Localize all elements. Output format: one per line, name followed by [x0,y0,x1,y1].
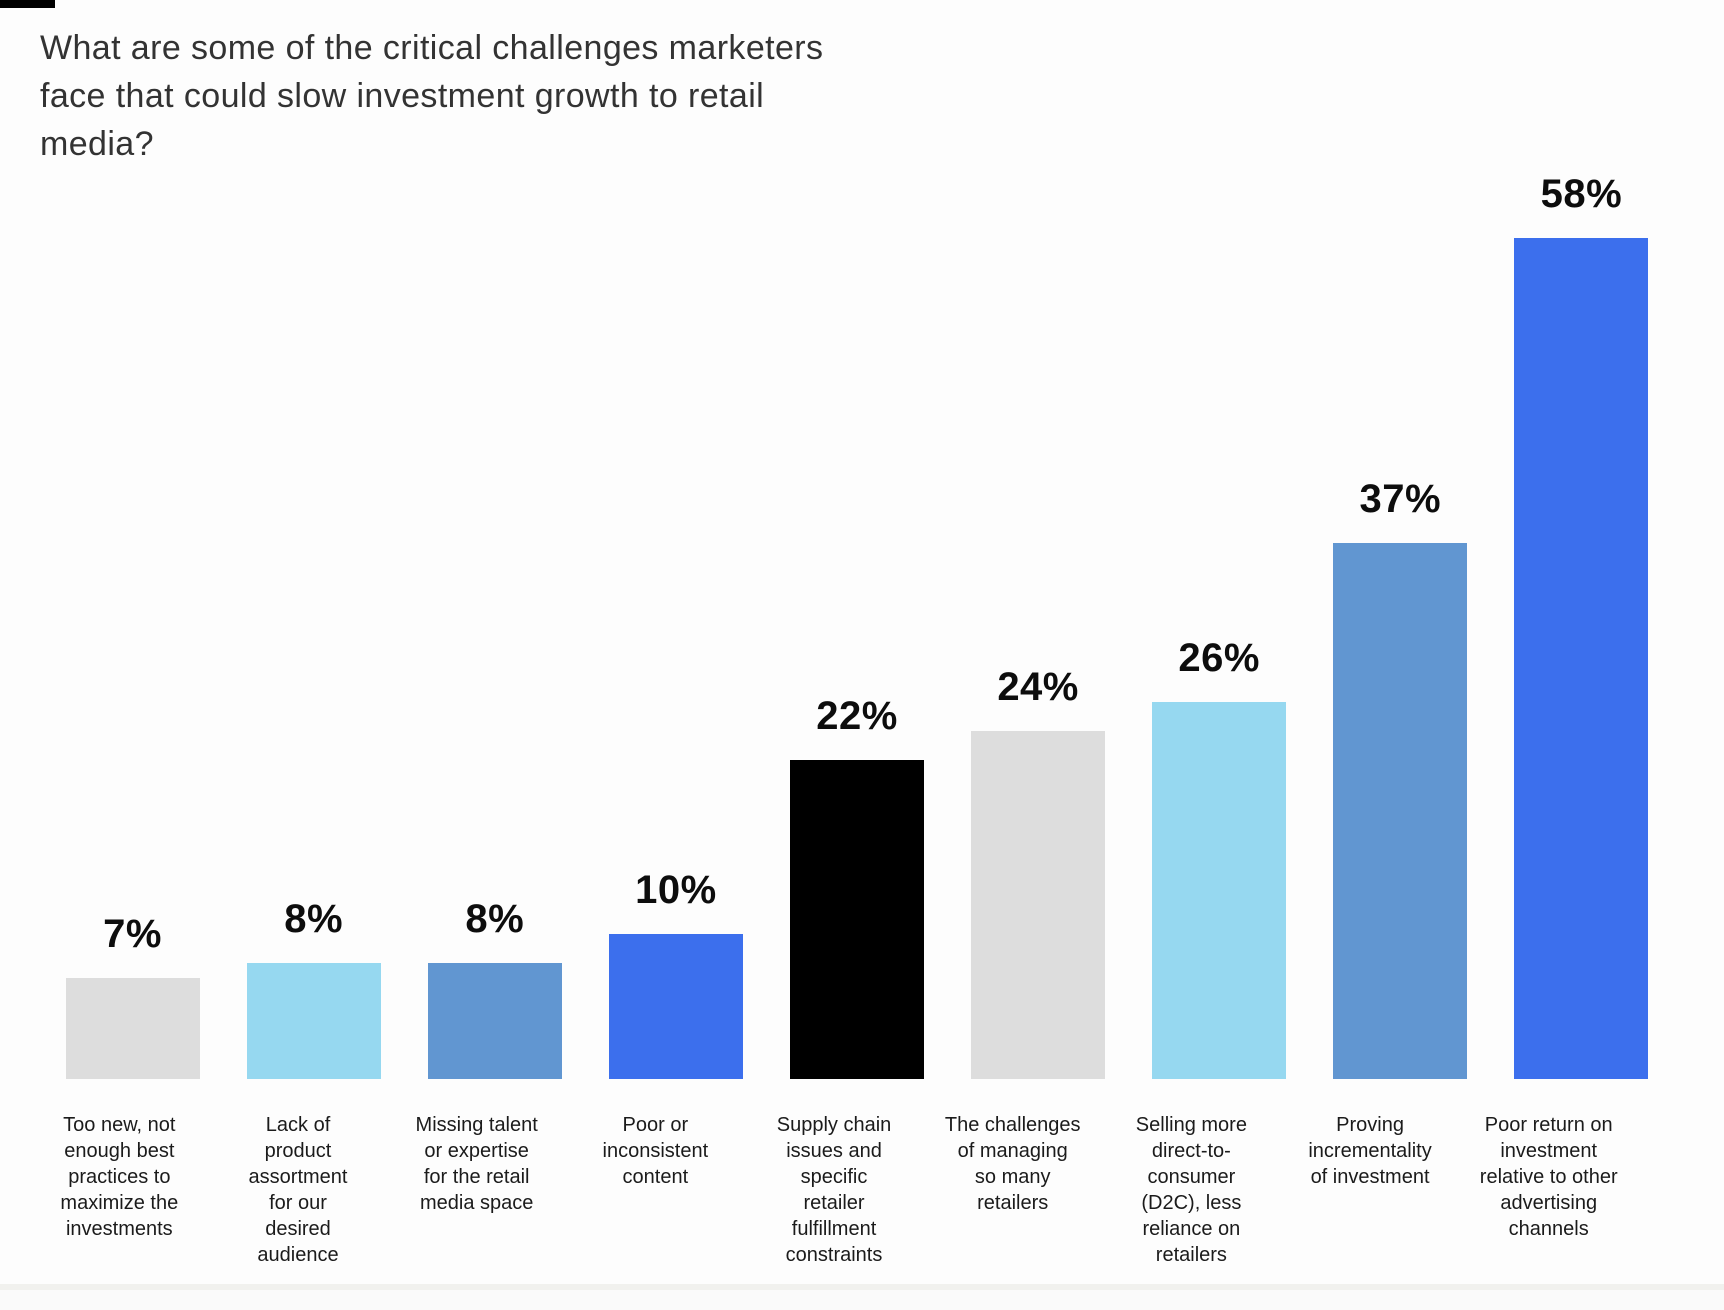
bar-column: 10% [585,867,766,1079]
category-label: Poor or inconsistent content [602,1114,709,1188]
bottom-divider [0,1284,1724,1290]
bar-column: 8% [404,896,585,1079]
category-label: Proving incrementality of investment [1308,1114,1432,1188]
bar-column: 22% [766,693,947,1079]
bar-value-label: 7% [103,911,162,956]
bottom-margin [0,1290,1724,1310]
bar-value-label: 10% [635,868,717,912]
bar-value-label: 8% [284,897,344,941]
bar [65,977,200,1079]
category-label: The challenges of managing so many retai… [944,1114,1081,1214]
bar-column: 8% [223,896,404,1079]
bar [1152,702,1287,1079]
bar-value-label: 26% [1178,636,1260,680]
bar-chart-plot-area: 7% 8% 8% 10% 22% 24% 26% 37% 58% [42,169,1672,1079]
bar-column: 7% [42,911,223,1079]
bar [1514,238,1649,1079]
category-label: Too new, not enough best practices to ma… [60,1114,179,1240]
bar [971,731,1106,1079]
category-label: Missing talent or expertise for the reta… [415,1114,538,1214]
category-label: Selling more direct-to- consumer (D2C), … [1135,1114,1247,1266]
bar-column: 24% [948,664,1129,1079]
category-labels-row: Too new, not enough best practices to ma… [30,1112,1638,1268]
bar-column: 26% [1129,635,1310,1079]
category-label: Poor return on investment relative to ot… [1479,1114,1618,1240]
category-label: Supply chain issues and specific retaile… [776,1114,892,1266]
bar-value-label: 24% [997,665,1079,709]
category-label: Lack of product assortment for our desir… [248,1114,348,1266]
bar [427,963,562,1079]
bar [608,934,743,1079]
bar-value-label: 8% [465,897,525,941]
bar-value-label: 37% [1359,476,1442,521]
top-left-corner-mark [0,0,55,8]
bar-value-label: 22% [816,694,898,738]
bar-column: 58% [1491,171,1672,1079]
bar [1333,542,1468,1079]
bar-value-label: 58% [1540,172,1623,216]
bar-column: 37% [1310,476,1491,1079]
chart-title: What are some of the critical challenges… [40,29,824,163]
bar [789,760,924,1079]
bar [246,963,381,1079]
